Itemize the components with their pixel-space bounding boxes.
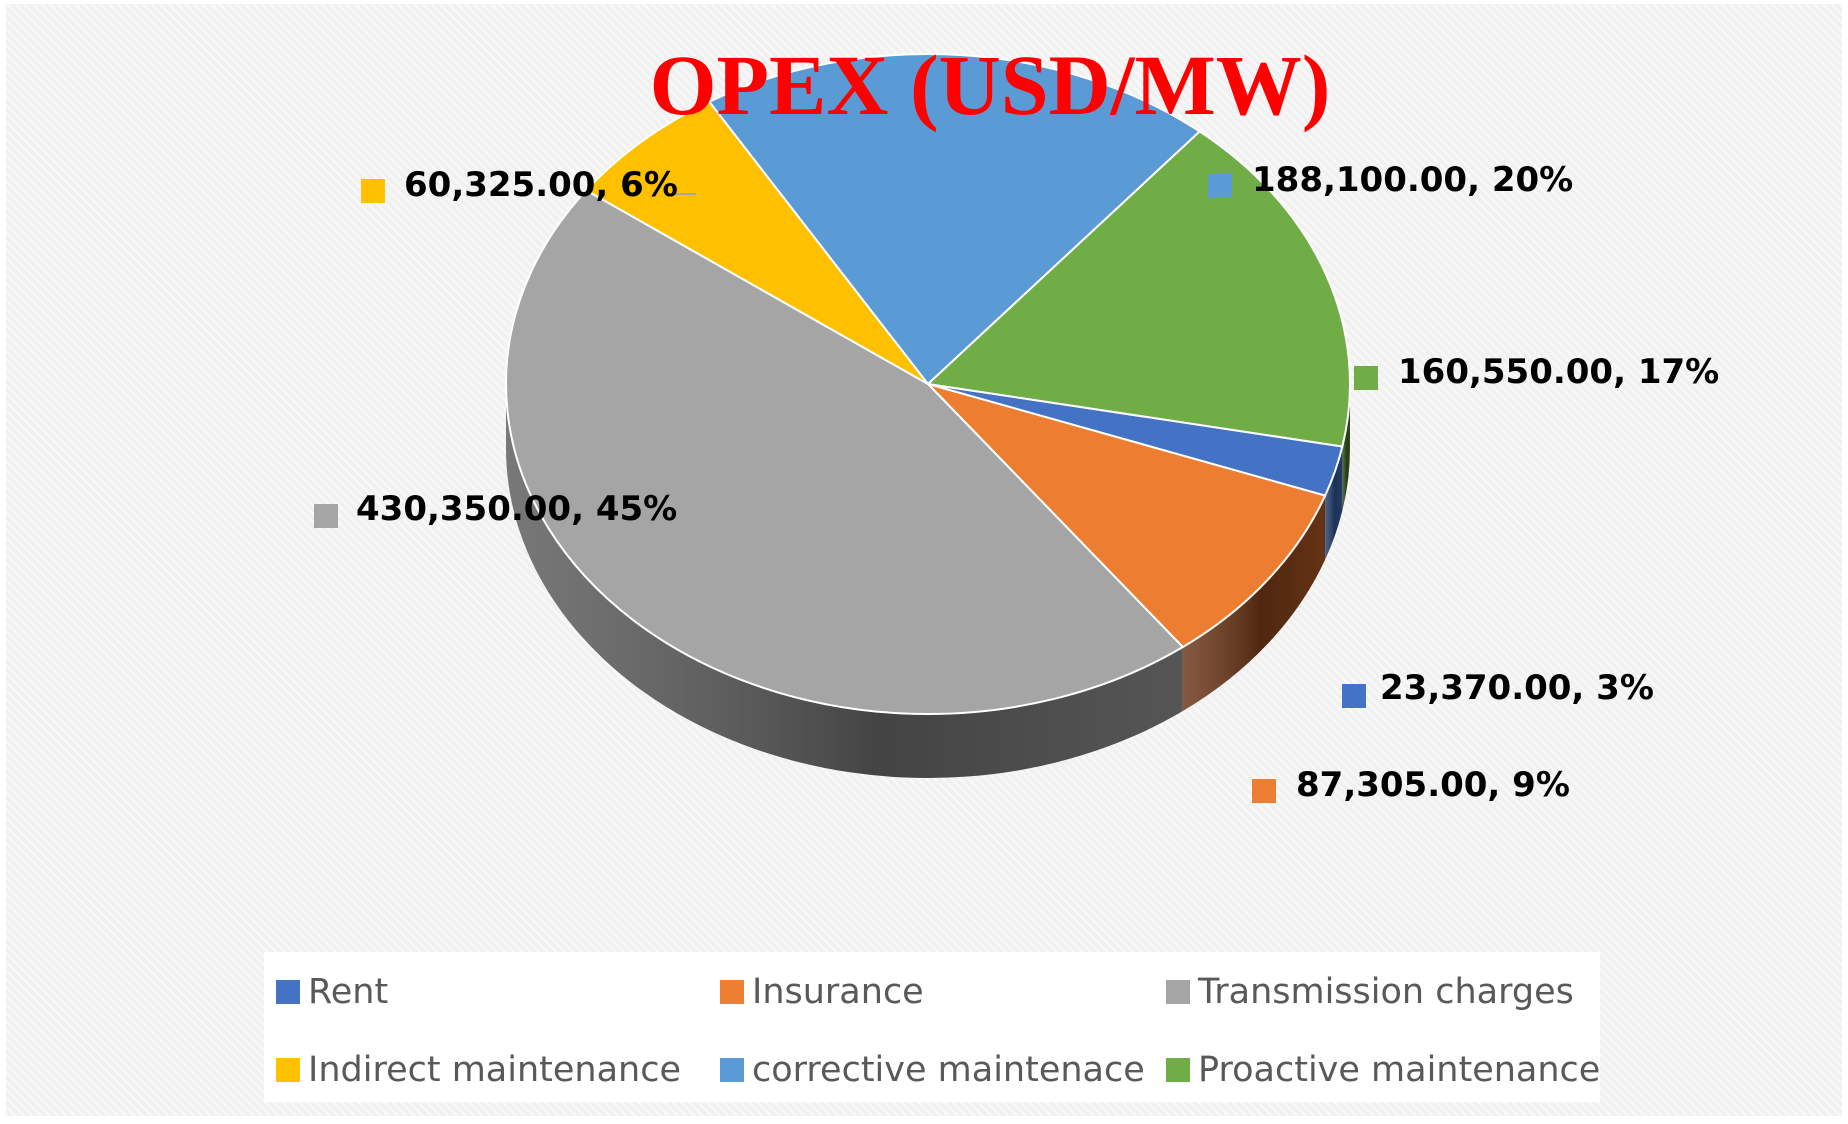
legend-swatch-transmission-charges xyxy=(1166,980,1190,1004)
data-label-transmission-charges: 430,350.00, 45% xyxy=(356,489,677,529)
legend-swatch-rent xyxy=(276,980,300,1004)
data-label-swatch-corrective-maintenace xyxy=(1208,174,1232,198)
legend: Rent Insurance Transmission charges Indi… xyxy=(264,952,1600,1102)
data-label-swatch-rent xyxy=(1342,684,1366,708)
pie-slice-transmission-charges xyxy=(505,189,1184,715)
legend-item-corrective-maintenace: corrective maintenace xyxy=(720,1050,1145,1090)
legend-swatch-proactive-maintenance xyxy=(1166,1058,1190,1082)
legend-label-rent: Rent xyxy=(308,972,389,1012)
pie-side-shade-rent xyxy=(1325,446,1343,560)
pie-slice-corrective-maintenace xyxy=(708,53,1201,385)
chart-title: OPEX (USD/MW) xyxy=(650,37,1331,133)
legend-label-indirect-maintenance: Indirect maintenance xyxy=(308,1050,681,1090)
pie-chart: 23,370.00, 3% 87,305.00, 9% 430,350.00, 45… xyxy=(314,37,1719,805)
legend-swatch-indirect-maintenance xyxy=(276,1058,300,1082)
pie-side-shade-transmission-charges xyxy=(506,384,1183,778)
pie-slice-proactive-maintenance xyxy=(927,130,1351,448)
data-label-proactive-maintenance: 160,550.00, 17% xyxy=(1398,352,1719,392)
data-label-swatch-proactive-maintenance xyxy=(1354,366,1378,390)
pie-slice-insurance xyxy=(927,383,1327,649)
pie-slice-indirect-maintenance xyxy=(585,100,929,385)
pie-data-labels: 23,370.00, 3% 87,305.00, 9% 430,350.00, 45… xyxy=(314,160,1719,805)
data-label-insurance: 87,305.00, 9% xyxy=(1296,765,1570,805)
legend-swatch-corrective-maintenace xyxy=(720,1058,744,1082)
legend-item-proactive-maintenance: Proactive maintenance xyxy=(1166,1050,1600,1090)
data-label-swatch-transmission-charges xyxy=(314,504,338,528)
data-label-swatch-indirect-maintenance xyxy=(361,179,385,203)
data-label-rent: 23,370.00, 3% xyxy=(1380,668,1654,708)
legend-item-transmission-charges: Transmission charges xyxy=(1166,972,1574,1012)
legend-item-indirect-maintenance: Indirect maintenance xyxy=(276,1050,681,1090)
chart-area: 23,370.00, 3% 87,305.00, 9% 430,350.00, 45… xyxy=(6,4,1842,1116)
legend-item-rent: Rent xyxy=(276,972,388,1012)
data-label-corrective-maintenace: 188,100.00, 20% xyxy=(1252,160,1573,200)
data-label-swatch-insurance xyxy=(1252,779,1276,803)
legend-label-corrective-maintenace: corrective maintenace xyxy=(752,1050,1145,1090)
pie-side-shade-insurance xyxy=(1182,495,1326,712)
legend-item-insurance: Insurance xyxy=(720,972,924,1012)
legend-label-proactive-maintenance: Proactive maintenance xyxy=(1198,1050,1601,1090)
pie-sides xyxy=(506,384,1350,778)
legend-swatch-insurance xyxy=(720,980,744,1004)
pie-tops xyxy=(505,53,1351,715)
data-label-indirect-maintenance: 60,325.00, 6% xyxy=(404,165,678,205)
legend-label-transmission-charges: Transmission charges xyxy=(1198,972,1574,1012)
legend-label-insurance: Insurance xyxy=(752,972,924,1012)
